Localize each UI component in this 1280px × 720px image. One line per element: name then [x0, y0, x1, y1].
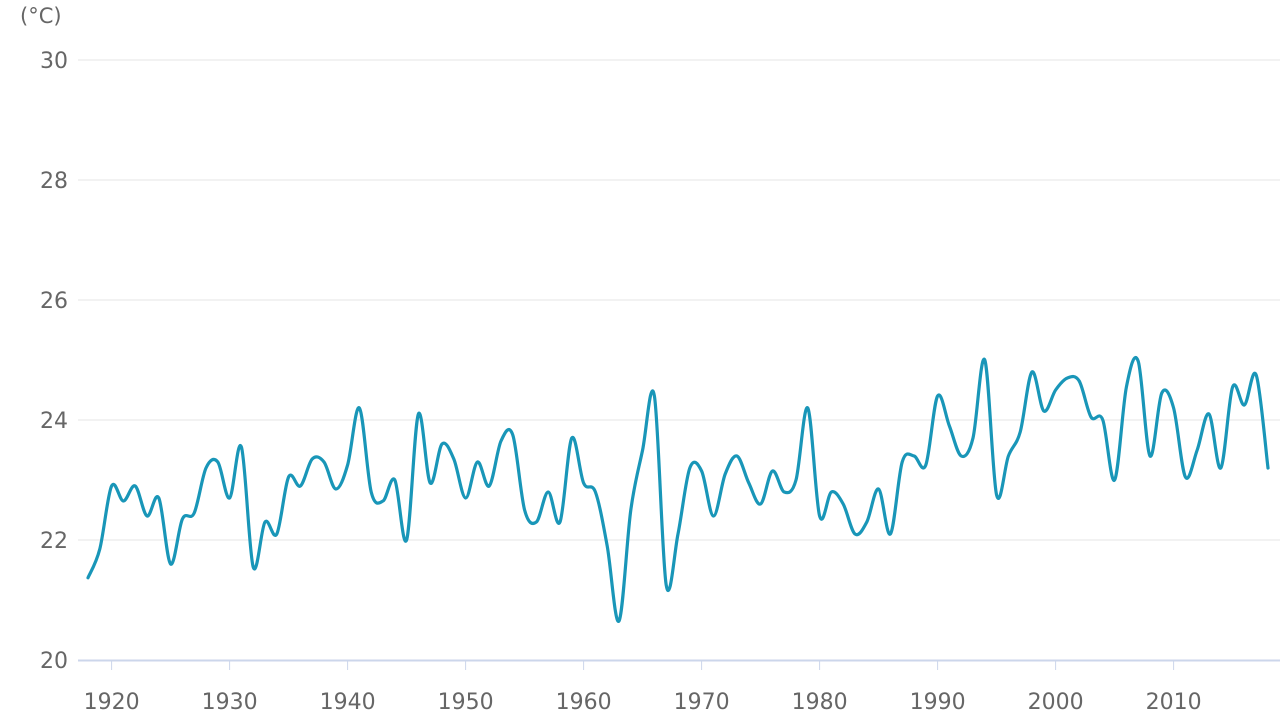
y-tick-label: 26 [40, 289, 68, 314]
y-tick-label: 30 [40, 49, 68, 74]
x-tick-label: 1960 [556, 690, 612, 715]
gridlines [78, 59, 1280, 541]
x-tick-label: 1980 [792, 690, 848, 715]
series-line-0 [86, 355, 1270, 623]
y-axis-tick-labels: 20 22 24 26 28 30 [40, 49, 68, 674]
y-tick-label: 20 [40, 649, 68, 674]
x-tick-label: 1940 [320, 690, 376, 715]
plot-area [86, 355, 1270, 623]
x-tick-label: 1970 [674, 690, 730, 715]
y-tick-label: 24 [40, 409, 68, 434]
x-tick-label: 1920 [84, 690, 140, 715]
y-tick-label: 22 [40, 529, 68, 554]
x-tick-label: 1990 [910, 690, 966, 715]
y-axis-unit-label: (°C) [20, 4, 62, 28]
x-tick-label: 2010 [1146, 690, 1202, 715]
x-tick-label: 1930 [202, 690, 258, 715]
x-axis [78, 659, 1280, 670]
y-tick-label: 28 [40, 169, 68, 194]
x-tick-label: 2000 [1028, 690, 1084, 715]
x-axis-tick-labels: 1920 1930 1940 1950 1960 1970 1980 1990 2000 2010 [84, 690, 1202, 715]
x-tick-label: 1950 [438, 690, 494, 715]
